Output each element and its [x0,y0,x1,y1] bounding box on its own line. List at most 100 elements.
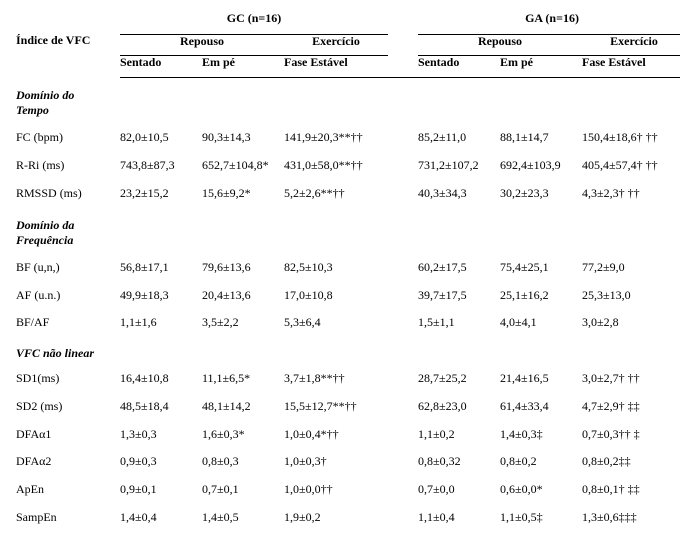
row-apen: ApEn 0,9±0,1 0,7±0,1 1,0±0,0†† 0,7±0,0 0… [16,476,680,504]
cell-value: 3,5±2,2 [202,309,284,337]
cell-value: 1,0±0,0†† [284,476,388,504]
section-tempo: Domínio do Tempo [16,78,680,125]
cell-value: 49,9±18,3 [120,282,202,310]
header-gc-exercicio: Exercício [284,34,388,55]
cell-value: 1,6±0,3* [202,421,284,449]
cell-value: 1,3±0,6‡‡‡ [582,504,680,532]
cell-value: 28,7±25,2 [418,365,500,393]
cell-value: 3,0±2,8 [582,309,680,337]
cell-value: 431,0±58,0**†† [284,152,388,180]
section-freq-line2: Frequência [16,233,680,248]
header-gc-fase: Fase Estável [284,55,388,78]
section-freq-line1: Domínio da [16,218,680,233]
cell-value: 4,0±4,1 [500,309,582,337]
cell-value: 56,8±17,1 [120,254,202,282]
cell-value: 75,4±25,1 [500,254,582,282]
cell-value: 15,6±9,2* [202,180,284,208]
section-nlin-label: VFC não linear [16,337,680,365]
header-ga-repouso: Repouso [418,34,582,55]
cell-label: BF/AF [16,309,120,337]
cell-value: 25,3±13,0 [582,282,680,310]
cell-value: 0,8±0,32 [418,448,500,476]
cell-value: 0,7±0,0 [418,476,500,504]
cell-label: DFAα1 [16,421,120,449]
header-ga-sentado: Sentado [418,55,500,78]
header-gc: GC (n=16) [120,8,388,34]
cell-value: 652,7±104,8* [202,152,284,180]
cell-value: 21,4±16,5 [500,365,582,393]
cell-value: 20,4±13,6 [202,282,284,310]
cell-value: 40,3±34,3 [418,180,500,208]
cell-value: 0,8±0,1† ‡‡ [582,476,680,504]
cell-value: 3,0±2,7† †† [582,365,680,393]
cell-value: 17,0±10,8 [284,282,388,310]
cell-value: 141,9±20,3**†† [284,124,388,152]
cell-value: 62,8±23,0 [418,393,500,421]
cell-value: 1,1±1,6 [120,309,202,337]
row-sd2: SD2 (ms) 48,5±18,4 48,1±14,2 15,5±12,7**… [16,393,680,421]
header-row-phases: Índice de VFC Repouso Exercício Repouso … [16,34,680,55]
cell-value: 82,5±10,3 [284,254,388,282]
cell-value: 16,4±10,8 [120,365,202,393]
header-ga-em-pe: Em pé [500,55,582,78]
cell-value: 82,0±10,5 [120,124,202,152]
header-ga: GA (n=16) [418,8,680,34]
section-tempo-line1: Domínio do [16,88,680,103]
cell-value: 0,7±0,1 [202,476,284,504]
cell-value: 61,4±33,4 [500,393,582,421]
section-freq: Domínio da Frequência [16,208,680,254]
cell-value: 88,1±14,7 [500,124,582,152]
cell-value: 5,2±2,6**†† [284,180,388,208]
cell-value: 0,6±0,0* [500,476,582,504]
cell-label: SampEn [16,504,120,532]
row-fc: FC (bpm) 82,0±10,5 90,3±14,3 141,9±20,3*… [16,124,680,152]
cell-value: 4,3±2,3† †† [582,180,680,208]
cell-value: 0,9±0,3 [120,448,202,476]
section-tempo-line2: Tempo [16,103,680,118]
cell-label: RMSSD (ms) [16,180,120,208]
cell-value: 48,5±18,4 [120,393,202,421]
cell-value: 1,4±0,5 [202,504,284,532]
cell-value: 150,4±18,6† †† [582,124,680,152]
cell-value: 23,2±15,2 [120,180,202,208]
row-bf: BF (u,n,) 56,8±17,1 79,6±13,6 82,5±10,3 … [16,254,680,282]
hrv-results-table: GC (n=16) GA (n=16) Índice de VFC Repous… [16,8,680,532]
cell-value: 1,4±0,3‡ [500,421,582,449]
cell-value: 5,3±6,4 [284,309,388,337]
cell-label: ApEn [16,476,120,504]
cell-value: 0,8±0,2‡‡ [582,448,680,476]
row-af: AF (u.n.) 49,9±18,3 20,4±13,6 17,0±10,8 … [16,282,680,310]
cell-label: FC (bpm) [16,124,120,152]
header-gc-sentado: Sentado [120,55,202,78]
cell-value: 1,0±0,4*†† [284,421,388,449]
header-index: Índice de VFC [16,34,120,78]
cell-label: BF (u,n,) [16,254,120,282]
cell-value: 0,9±0,1 [120,476,202,504]
cell-value: 0,8±0,2 [500,448,582,476]
row-rri: R-Ri (ms) 743,8±87,3 652,7±104,8* 431,0±… [16,152,680,180]
cell-value: 11,1±6,5* [202,365,284,393]
cell-value: 0,7±0,3†† ‡ [582,421,680,449]
cell-value: 743,8±87,3 [120,152,202,180]
header-gc-em-pe: Em pé [202,55,284,78]
cell-value: 15,5±12,7**†† [284,393,388,421]
cell-value: 405,4±57,4† †† [582,152,680,180]
cell-label: AF (u.n.) [16,282,120,310]
row-bfaf: BF/AF 1,1±1,6 3,5±2,2 5,3±6,4 1,5±1,1 4,… [16,309,680,337]
cell-value: 90,3±14,3 [202,124,284,152]
cell-value: 1,0±0,3† [284,448,388,476]
cell-value: 30,2±23,3 [500,180,582,208]
row-rmssd: RMSSD (ms) 23,2±15,2 15,6±9,2* 5,2±2,6**… [16,180,680,208]
cell-value: 1,1±0,2 [418,421,500,449]
header-ga-fase: Fase Estável [582,55,680,78]
cell-value: 1,5±1,1 [418,309,500,337]
cell-value: 4,7±2,9† ‡‡ [582,393,680,421]
cell-value: 1,1±0,5‡ [500,504,582,532]
header-row-groups: GC (n=16) GA (n=16) [16,8,680,34]
cell-value: 48,1±14,2 [202,393,284,421]
cell-value: 60,2±17,5 [418,254,500,282]
cell-value: 1,1±0,4 [418,504,500,532]
row-dfa1: DFAα1 1,3±0,3 1,6±0,3* 1,0±0,4*†† 1,1±0,… [16,421,680,449]
cell-value: 3,7±1,8**†† [284,365,388,393]
row-sd1: SD1(ms) 16,4±10,8 11,1±6,5* 3,7±1,8**†† … [16,365,680,393]
